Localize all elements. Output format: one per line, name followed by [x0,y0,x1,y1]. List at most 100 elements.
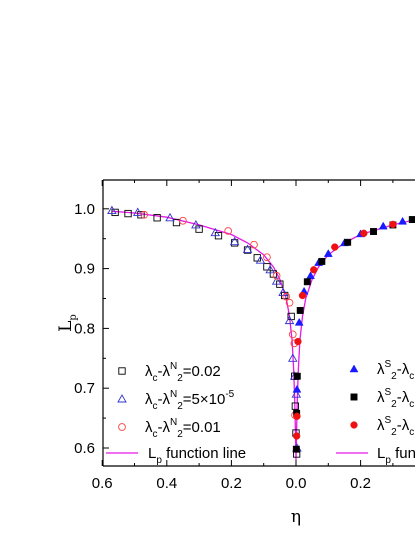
legend-text-part: 2 [391,371,397,382]
point-s_circ [293,412,301,420]
point-s_circ [292,432,301,440]
point-n_5e5 [107,205,117,215]
point-n_001 [288,330,297,339]
point-n_5e5 [229,236,240,246]
point-s_sq [318,257,326,265]
x-tick-label: 0.2 [350,475,371,492]
point-n_5e5 [255,255,266,264]
function-line-layer [111,210,415,461]
point-s_circ [298,291,307,300]
point-n_5e5 [165,212,175,222]
point-s_sq [408,216,415,224]
legend-entry-n_002: λc-λN2=0.02 [145,361,221,384]
legend-text-part: -λ [397,389,410,406]
legend-entry-s_circ: λS2-λc [377,415,414,438]
point-s_sq [293,372,301,380]
point-s_tri [323,249,333,257]
legend-text-part: S [385,387,392,398]
legend-entry-n_5e5: λc-λN2=5×10-5 [145,389,235,412]
legend-text-part: 2 [391,399,397,410]
point-s_circ [331,243,339,251]
legend-text-part: c [409,399,414,410]
legend-marker-s_sq [350,393,358,401]
point-n_5e5 [271,276,282,285]
legend-text-part: 2 [177,429,183,440]
plot-axes: 0.6 0.4 0.2 0.0 0.2 0.6 0.7 0.8 0.9 1.0 [74,179,415,492]
legend-entry-function-line-right: Lp function line [377,445,415,466]
legend-text-part: -λ [158,363,171,380]
point-n_002 [243,246,252,254]
point-n_001 [224,227,233,235]
legend-text-part: -5 [225,389,234,400]
legend-text-part: N [170,417,177,428]
point-n_001 [272,271,281,280]
x-axis-label: η [291,507,301,527]
legend-text-part: 2 [177,401,183,412]
point-n_001 [263,253,271,262]
legend-text-part: λ [377,417,385,434]
legend-entry-n_001: λc-λN2=0.01 [145,417,221,440]
point-n_001 [282,292,291,301]
y-axis-label-main: L [56,321,76,332]
point-n_5e5 [287,353,298,362]
y-tick-label: 0.9 [74,261,95,278]
legend-text-part: c [409,427,414,438]
legend-text-part: L [148,445,156,462]
point-s_tri [398,216,408,225]
point-n_5e5 [210,227,221,237]
legend-text-part: S [385,359,392,370]
legend-text-part: L [377,445,385,462]
x-tick-label: 0.6 [92,475,113,492]
y-tick-label: 0.8 [74,320,95,337]
point-s_sq [344,238,352,246]
legend-text-part: 2 [177,373,183,384]
point-s_circ [294,337,302,346]
point-s_sq [292,445,300,453]
point-n_002 [111,208,119,217]
legend-entry-s_sq: λS2-λc [377,387,414,410]
point-s_circ [310,266,318,274]
legend-text-part: λ [145,391,153,408]
legend-text-part: =0.02 [183,363,221,380]
point-n_001 [140,210,149,219]
y-tick-label: 1.0 [74,201,95,218]
point-s_sq [303,278,311,286]
point-s_sq [370,228,377,235]
y-tick-label: 0.7 [74,380,95,397]
point-s_sq [296,307,304,314]
point-s_circ [389,220,397,228]
legend-entry-s_tri: λS2-λc [377,359,414,382]
point-n_002 [124,209,132,218]
legend-marker-n_5e5 [117,394,127,403]
point-s_tri [294,317,304,326]
legend-text-part: N [170,389,177,400]
y-axis-label-sub: p [68,314,79,320]
legend-text-part: λ [377,389,385,406]
legend-text-part: 2 [391,427,397,438]
point-n_001 [250,240,258,249]
point-s_circ [360,229,368,237]
legend-text-part: p [385,455,391,466]
legend-entry-function-line: Lp function line [148,445,246,466]
point-n_002 [263,263,271,271]
point-n_5e5 [284,315,295,325]
legend-text-part: =0.01 [183,419,221,436]
point-s_tri [292,384,302,393]
legend-marker-n_001 [118,423,126,431]
point-n_002 [153,214,161,222]
point-n_5e5 [242,244,253,253]
x-tick-label: 0.4 [156,475,177,492]
legend-text-part: c [153,429,158,440]
legend-text-part: -λ [397,417,410,434]
legend-text-part: N [170,361,177,372]
lp-function-line [111,210,415,461]
x-tick-label: 0.2 [221,475,242,492]
legend-text-part: c [153,401,158,412]
data-points-layer [107,205,415,458]
legend-marker-s_tri [349,364,359,373]
point-n_001 [285,298,294,307]
point-n_5e5 [132,207,143,216]
legend-text-part: =5×10 [183,391,226,408]
point-n_5e5 [191,220,201,229]
